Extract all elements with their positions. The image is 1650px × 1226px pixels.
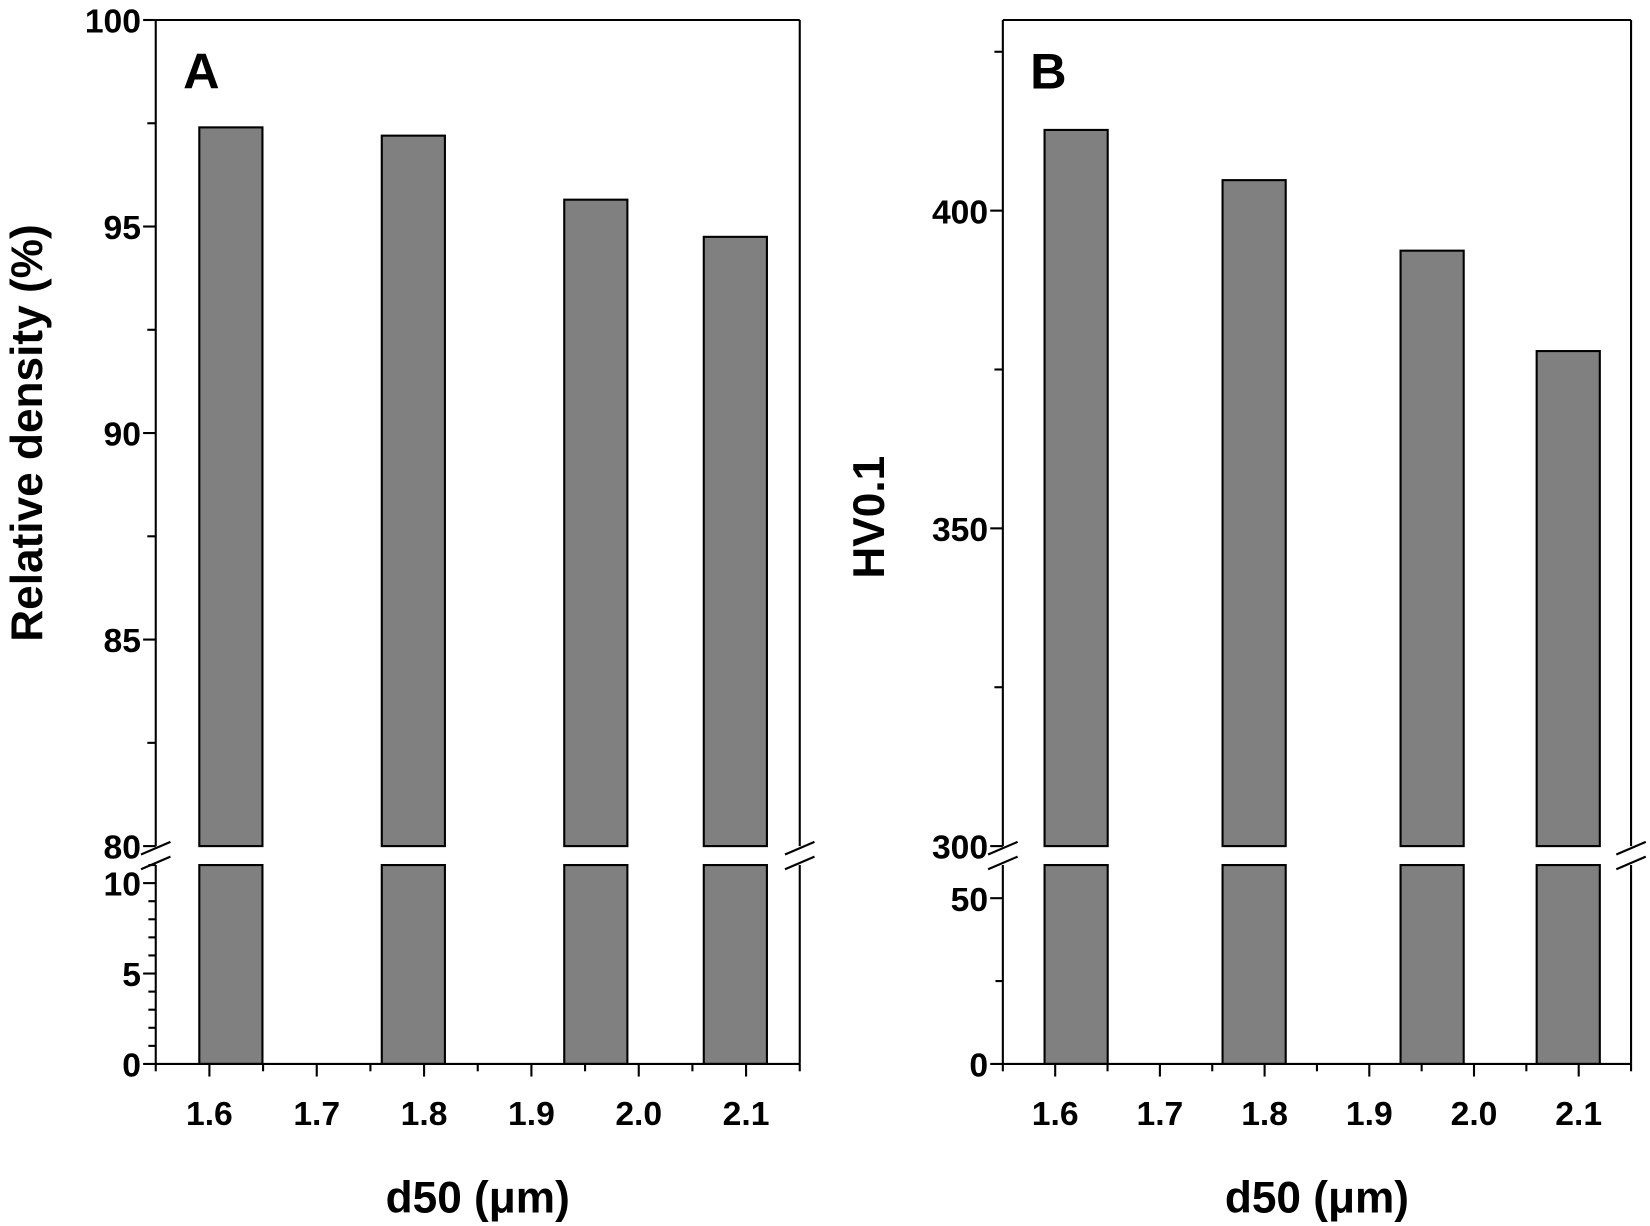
panel-a: 80 85 90 95 100 0 5 10 1.6 1.7 1.8 1.9 2.0 2.1 d50 (μm… bbox=[3, 4, 821, 1222]
x-tick-label: 2.1 bbox=[723, 1096, 770, 1133]
bar-lower bbox=[1399, 863, 1465, 1065]
axis-break-mark bbox=[1615, 855, 1647, 871]
y-tick-label: 90 bbox=[104, 417, 141, 454]
y-tick-label: 80 bbox=[104, 830, 141, 867]
x-tick-label: 1.7 bbox=[1136, 1096, 1183, 1133]
y-tick-label: 50 bbox=[951, 882, 988, 919]
axis-break-mark bbox=[140, 840, 171, 856]
axis-break-mark bbox=[1615, 840, 1647, 856]
y-tick-label: 95 bbox=[104, 210, 141, 247]
bar-upper bbox=[1043, 128, 1109, 848]
axis-break-gap bbox=[134, 848, 821, 863]
y-tick-label: 10 bbox=[104, 867, 141, 904]
bar-lower bbox=[198, 863, 264, 1065]
axis-break-mark bbox=[140, 855, 171, 871]
bar-upper bbox=[563, 198, 629, 848]
axis-break-gap bbox=[981, 848, 1650, 863]
x-tick-label: 1.6 bbox=[186, 1096, 233, 1133]
axis-break-mark bbox=[784, 855, 815, 871]
bar-lower bbox=[380, 863, 446, 1065]
bar-lower bbox=[1043, 863, 1109, 1065]
y-tick-label: 5 bbox=[122, 957, 141, 994]
panel-label: A bbox=[183, 42, 219, 99]
bar-upper bbox=[380, 134, 446, 848]
bar-lower bbox=[702, 863, 768, 1065]
x-tick-label: 1.7 bbox=[293, 1096, 340, 1133]
x-tick-label: 1.9 bbox=[508, 1096, 555, 1133]
x-tick-label: 1.6 bbox=[1032, 1096, 1079, 1133]
y-tick-label: 100 bbox=[85, 4, 141, 41]
y-tick-label: 85 bbox=[104, 623, 141, 660]
bar-upper bbox=[702, 235, 768, 848]
x-tick-label: 1.8 bbox=[401, 1096, 448, 1133]
bar-upper bbox=[1221, 179, 1287, 848]
panel-b: 300 350 400 0 50 1.6 1.7 1.8 1.9 2.0 2.1 d50 (μm) HV… bbox=[845, 18, 1650, 1222]
axis-break-mark bbox=[987, 855, 1018, 871]
x-tick-label: 2.0 bbox=[1451, 1096, 1498, 1133]
x-axis-label: d50 (μm) bbox=[1225, 1173, 1409, 1222]
y-tick-label: 0 bbox=[122, 1048, 141, 1085]
axis-break-mark bbox=[784, 840, 815, 856]
y-tick-label: 0 bbox=[969, 1048, 988, 1085]
bar-lower bbox=[1535, 863, 1601, 1065]
bar-lower bbox=[563, 863, 629, 1065]
y-axis-label: Relative density (%) bbox=[3, 224, 52, 641]
bar-upper bbox=[198, 126, 264, 848]
panel-label: B bbox=[1030, 42, 1066, 99]
y-axis-label: HV0.1 bbox=[845, 456, 894, 579]
bar-lower bbox=[1221, 863, 1287, 1065]
x-tick-label: 1.8 bbox=[1241, 1096, 1288, 1133]
x-axis-label: d50 (μm) bbox=[386, 1173, 570, 1222]
bar-upper bbox=[1399, 249, 1465, 848]
x-tick-label: 1.9 bbox=[1346, 1096, 1393, 1133]
x-tick-label: 2.1 bbox=[1555, 1096, 1602, 1133]
y-tick-label: 400 bbox=[932, 194, 988, 231]
bar-upper bbox=[1535, 350, 1601, 848]
x-tick-label: 2.0 bbox=[615, 1096, 662, 1133]
y-tick-label: 350 bbox=[932, 512, 988, 549]
y-tick-label: 300 bbox=[932, 830, 988, 867]
axis-break-mark bbox=[987, 840, 1018, 856]
